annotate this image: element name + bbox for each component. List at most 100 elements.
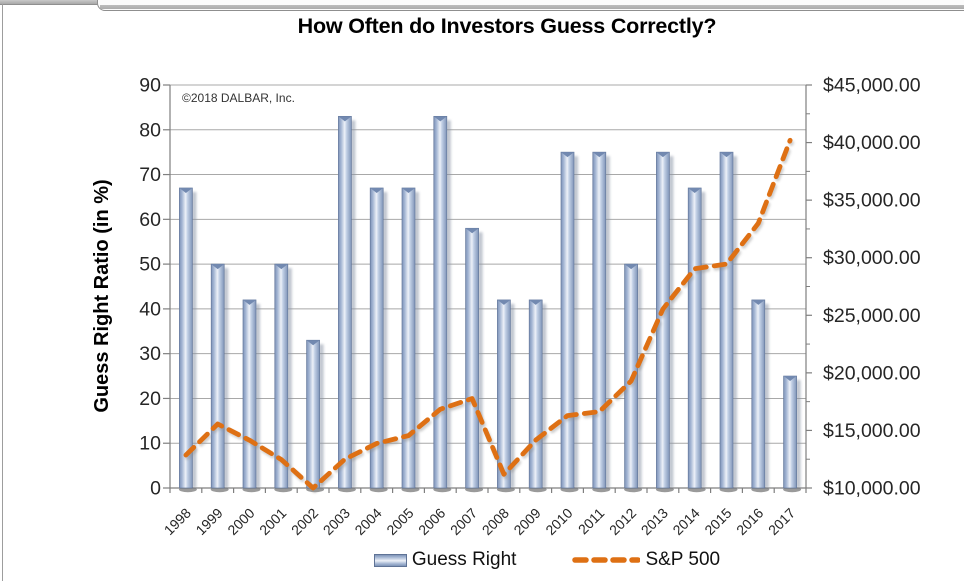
- bar-top-notch: [243, 299, 256, 305]
- bar-2007: [465, 227, 479, 489]
- legend-item-sp500: S&P 500: [572, 549, 720, 571]
- x-axis-tick-label: 2006: [415, 505, 448, 538]
- bar-side-shadow: [605, 156, 610, 488]
- y-axis-tick-label: 50: [139, 254, 161, 276]
- bar-2009: [528, 299, 543, 489]
- legend-item-guess-right: Guess Right: [373, 549, 517, 571]
- y-axis-tick-label: 80: [139, 119, 161, 141]
- bar-side-shadow: [764, 303, 769, 488]
- y2-axis-tick-label: $45,000.00: [823, 75, 921, 97]
- y2-axis-tick-label: $15,000.00: [823, 420, 921, 442]
- bar-1998: [179, 187, 193, 489]
- bar-top-notch: [465, 228, 479, 234]
- bar-side-shadow: [255, 303, 260, 488]
- bar-top-notch: [274, 264, 288, 270]
- x-axis-tick-label: 2009: [510, 505, 543, 538]
- x-axis-tick-label: 2013: [638, 505, 671, 538]
- x-axis-tick-label: 2017: [765, 505, 798, 538]
- bar-2001: [274, 263, 289, 489]
- x-axis-tick-label: 2014: [669, 505, 702, 538]
- bar-top-notch: [592, 152, 606, 158]
- x-axis-tick-label: 2004: [351, 505, 384, 538]
- x-axis-tick-label: 2012: [606, 505, 639, 538]
- bar-2017: [783, 375, 797, 489]
- bar-top-notch: [751, 299, 765, 305]
- bar-side-shadow: [319, 344, 324, 488]
- x-axis-tick-label: 2001: [256, 505, 289, 538]
- bar-top-notch: [561, 152, 574, 158]
- y-axis-tick-label: 20: [139, 388, 161, 410]
- bar-2005: [401, 187, 416, 489]
- bar-top-notch: [497, 299, 511, 305]
- bar-side-shadow: [223, 268, 229, 488]
- legend-label-guess-right: Guess Right: [411, 549, 517, 570]
- bar-2010: [560, 151, 575, 489]
- y-axis-tick-label: 70: [139, 164, 161, 186]
- bar-side-shadow: [700, 191, 706, 488]
- x-axis-tick-label: 2007: [447, 505, 480, 538]
- x-axis-tick-label: 2000: [224, 505, 257, 538]
- bar-side-shadow: [446, 120, 451, 488]
- y2-axis-tick-label: $20,000.00: [823, 362, 921, 384]
- bar-top-notch: [529, 299, 543, 305]
- bar-2015: [719, 151, 734, 489]
- y-axis-tick-label: 40: [139, 298, 161, 320]
- y2-axis-tick-label: $40,000.00: [823, 132, 921, 154]
- x-axis-tick-label: 2015: [701, 505, 734, 538]
- bar-side-shadow: [509, 303, 515, 488]
- bar-2003: [338, 115, 352, 489]
- bar-2002: [306, 339, 320, 489]
- y-axis-tick-label: 60: [139, 209, 161, 231]
- bar-side-shadow: [732, 156, 737, 488]
- bar-2000: [242, 299, 257, 489]
- bar-top-notch: [688, 187, 702, 193]
- bar-side-shadow: [191, 191, 197, 488]
- window-left-border: [2, 4, 3, 581]
- x-axis-tick-label: 1999: [192, 505, 225, 538]
- bar-top-notch: [433, 116, 447, 122]
- bar-2016: [751, 299, 766, 489]
- y-axis-tick-label: 90: [139, 75, 161, 97]
- window-chrome-strip: [0, 0, 99, 5]
- y-axis-title: Guess Right Ratio (in %): [91, 179, 113, 412]
- x-axis-tick-label: 2002: [288, 505, 321, 538]
- copyright-note: ©2018 DALBAR, Inc.: [182, 91, 295, 105]
- bar-side-shadow: [478, 232, 483, 488]
- bar-side-shadow: [350, 120, 356, 488]
- bar-side-shadow: [541, 303, 547, 488]
- bar-top-notch: [179, 187, 193, 193]
- bar-top-notch: [720, 152, 733, 158]
- y2-axis-tick-label: $35,000.00: [823, 190, 921, 212]
- y-axis-tick-label: 0: [150, 478, 161, 500]
- x-axis-tick-label: 2016: [733, 505, 766, 538]
- x-axis-tick-label: 2011: [575, 505, 608, 538]
- bar-top-notch: [338, 116, 352, 122]
- chart-title: How Often do Investors Guess Correctly?: [297, 14, 717, 38]
- orange-dash-swatch: [572, 557, 641, 563]
- sp500-line: [183, 137, 793, 491]
- window-chrome-scroll-track: [100, 5, 964, 9]
- bar-top-notch: [624, 264, 638, 270]
- bar-top-notch: [656, 152, 670, 158]
- bar-side-shadow: [668, 156, 674, 488]
- bar-1999: [210, 263, 225, 489]
- bar-top-notch: [306, 340, 320, 346]
- y2-axis-tick-label: $10,000.00: [823, 478, 921, 500]
- bar-side-shadow: [573, 156, 578, 488]
- bar-side-shadow: [287, 268, 292, 488]
- bar-top-notch: [402, 187, 415, 193]
- bar-side-shadow: [382, 191, 388, 488]
- bar-cylinder-swatch: [373, 553, 407, 567]
- x-axis-tick-label: 2005: [383, 505, 416, 538]
- bar-top-notch: [370, 187, 384, 193]
- x-axis-tick-label: 1998: [161, 505, 194, 538]
- y-axis-tick-label: 10: [139, 433, 161, 455]
- bar-2006: [433, 115, 448, 489]
- y-axis-tick-label: 30: [139, 343, 161, 365]
- bar-top-notch: [783, 376, 797, 382]
- x-axis-tick-label: 2003: [320, 505, 353, 538]
- x-axis-tick-label: 2010: [542, 505, 575, 538]
- window-chrome-bar: [97, 0, 964, 11]
